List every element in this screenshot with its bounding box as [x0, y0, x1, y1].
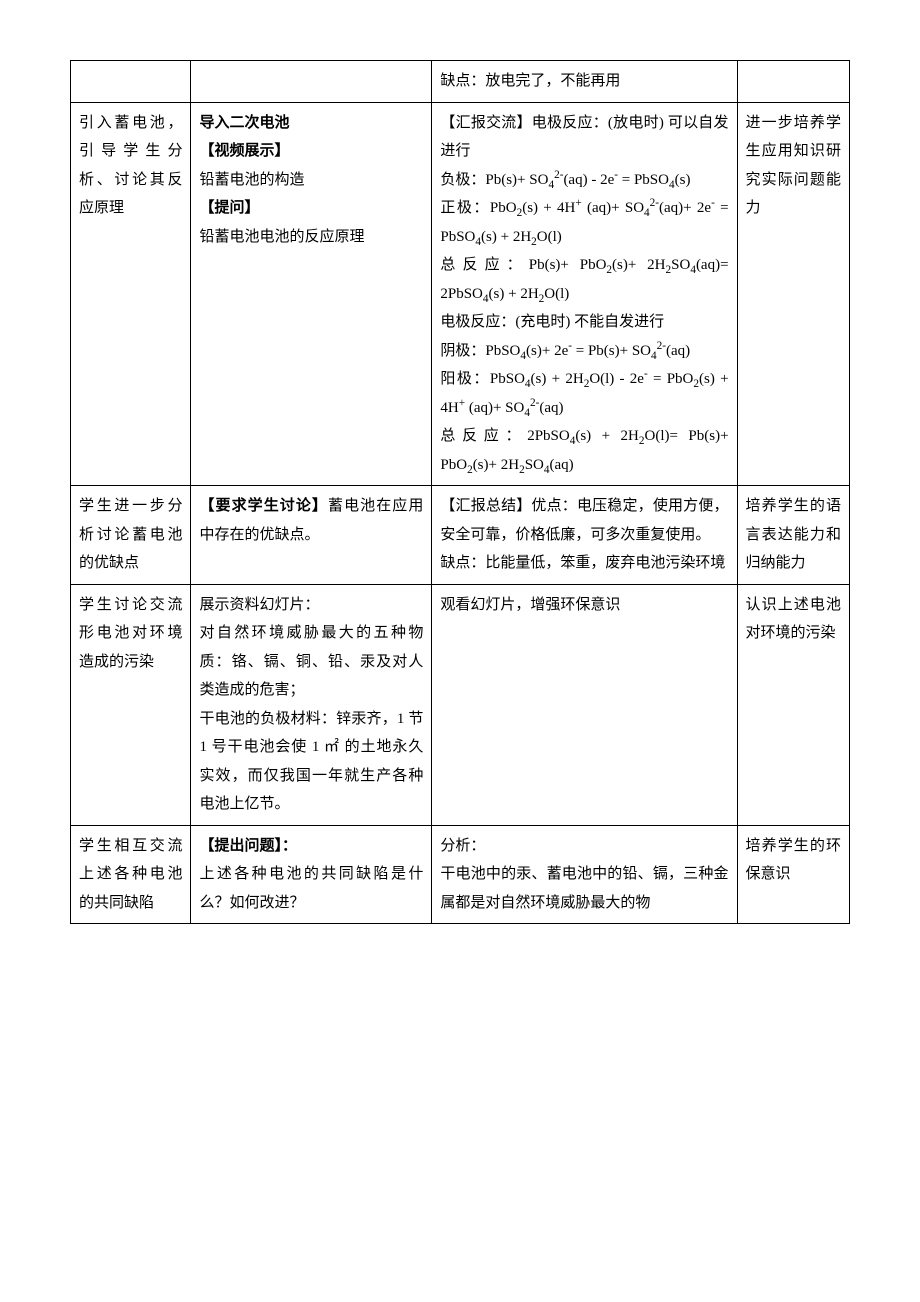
cell-c1: [71, 61, 191, 103]
table-row: 学生进一步分析讨论蓄电池的优缺点 【要求学生讨论】蓄电池在应用中存在的优缺点。 …: [71, 486, 850, 585]
chem-formula: 负极：Pb(s)+ SO42-(aq) - 2e- = PbSO4(s): [440, 172, 690, 188]
cell-c3: 【汇报交流】电极反应：(放电时) 可以自发进行 负极：Pb(s)+ SO42-(…: [432, 102, 737, 486]
chem-formula: 总反应：Pb(s)+ PbO2(s)+ 2H2SO4(aq)= 2PbSO4(s…: [440, 257, 728, 302]
heading: 导入二次电池: [199, 109, 423, 138]
chem-formula: 正极：PbO2(s) + 4H+ (aq)+ SO42-(aq)+ 2e- = …: [440, 200, 728, 245]
heading: 【视频展示】: [199, 137, 423, 166]
text: 铅蓄电池的构造: [199, 166, 423, 195]
text: 培养学生的语言表达能力和归纳能力: [746, 498, 841, 571]
text: 分析：干电池中的汞、蓄电池中的铅、镉，三种金属都是对自然环境威胁最大的物: [440, 838, 728, 911]
cell-c1: 学生进一步分析讨论蓄电池的优缺点: [71, 486, 191, 585]
cell-c2: 【要求学生讨论】蓄电池在应用中存在的优缺点。: [191, 486, 432, 585]
heading: 【提出问题】：: [199, 832, 423, 861]
text: 培养学生的环保意识: [746, 838, 841, 883]
lesson-plan-table: 缺点：放电完了，不能再用 引入蓄电池，引导学生分析、讨论其反应原理 导入二次电池…: [70, 60, 850, 924]
text: 缺点：放电完了，不能再用: [440, 73, 620, 89]
text: 认识上述电池对环境的污染: [746, 597, 841, 642]
cell-c3: 【汇报总结】优点：电压稳定，使用方便，安全可靠，价格低廉，可多次重复使用。缺点：…: [432, 486, 737, 585]
cell-c1: 引入蓄电池，引导学生分析、讨论其反应原理: [71, 102, 191, 486]
text: 观看幻灯片，增强环保意识: [440, 597, 620, 613]
cell-c4: [737, 61, 849, 103]
text: 进一步培养学生应用知识研究实际问题能力: [746, 115, 841, 217]
heading: 【要求学生讨论】: [199, 497, 328, 514]
table-row: 引入蓄电池，引导学生分析、讨论其反应原理 导入二次电池 【视频展示】 铅蓄电池的…: [71, 102, 850, 486]
cell-c2: 展示资料幻灯片：对自然环境威胁最大的五种物质：铬、镉、铜、铅、汞及对人类造成的危…: [191, 584, 432, 825]
text: 展示资料幻灯片：对自然环境威胁最大的五种物质：铬、镉、铜、铅、汞及对人类造成的危…: [199, 597, 423, 813]
cell-c2: [191, 61, 432, 103]
text: 学生进一步分析讨论蓄电池的优缺点: [79, 498, 182, 571]
chem-formula: 阳极：PbSO4(s) + 2H2O(l) - 2e- = PbO2(s) + …: [440, 371, 728, 416]
text: 学生相互交流上述各种电池的共同缺陷: [79, 838, 182, 911]
cell-c2: 导入二次电池 【视频展示】 铅蓄电池的构造 【提问】 铅蓄电池电池的反应原理: [191, 102, 432, 486]
cell-c1: 学生相互交流上述各种电池的共同缺陷: [71, 825, 191, 924]
cell-c4: 认识上述电池对环境的污染: [737, 584, 849, 825]
chem-formula: 阴极：PbSO4(s)+ 2e- = Pb(s)+ SO42-(aq): [440, 343, 690, 359]
text: 【汇报交流】电极反应：(放电时) 可以自发进行: [440, 115, 728, 160]
text: 引入蓄电池，引导学生分析、讨论其反应原理: [79, 115, 182, 217]
cell-c4: 培养学生的语言表达能力和归纳能力: [737, 486, 849, 585]
heading: 【提问】: [199, 194, 423, 223]
text: 学生讨论交流形电池对环境造成的污染: [79, 597, 182, 670]
cell-c4: 进一步培养学生应用知识研究实际问题能力: [737, 102, 849, 486]
table-body: 缺点：放电完了，不能再用 引入蓄电池，引导学生分析、讨论其反应原理 导入二次电池…: [71, 61, 850, 924]
cell-c4: 培养学生的环保意识: [737, 825, 849, 924]
table-row: 学生讨论交流形电池对环境造成的污染 展示资料幻灯片：对自然环境威胁最大的五种物质…: [71, 584, 850, 825]
table-row: 学生相互交流上述各种电池的共同缺陷 【提出问题】： 上述各种电池的共同缺陷是什么…: [71, 825, 850, 924]
cell-c3: 缺点：放电完了，不能再用: [432, 61, 737, 103]
text: 【汇报总结】优点：电压稳定，使用方便，安全可靠，价格低廉，可多次重复使用。缺点：…: [440, 498, 728, 571]
cell-c3: 观看幻灯片，增强环保意识: [432, 584, 737, 825]
cell-c1: 学生讨论交流形电池对环境造成的污染: [71, 584, 191, 825]
text: 上述各种电池的共同缺陷是什么？如何改进？: [199, 860, 423, 917]
text: 铅蓄电池电池的反应原理: [199, 223, 423, 252]
cell-c3: 分析：干电池中的汞、蓄电池中的铅、镉，三种金属都是对自然环境威胁最大的物: [432, 825, 737, 924]
chem-formula: 总反应：2PbSO4(s) + 2H2O(l)= Pb(s)+ PbO2(s)+…: [440, 428, 728, 473]
cell-c2: 【提出问题】： 上述各种电池的共同缺陷是什么？如何改进？: [191, 825, 432, 924]
chem-formula: 电极反应：(充电时) 不能自发进行: [440, 314, 664, 330]
table-row: 缺点：放电完了，不能再用: [71, 61, 850, 103]
